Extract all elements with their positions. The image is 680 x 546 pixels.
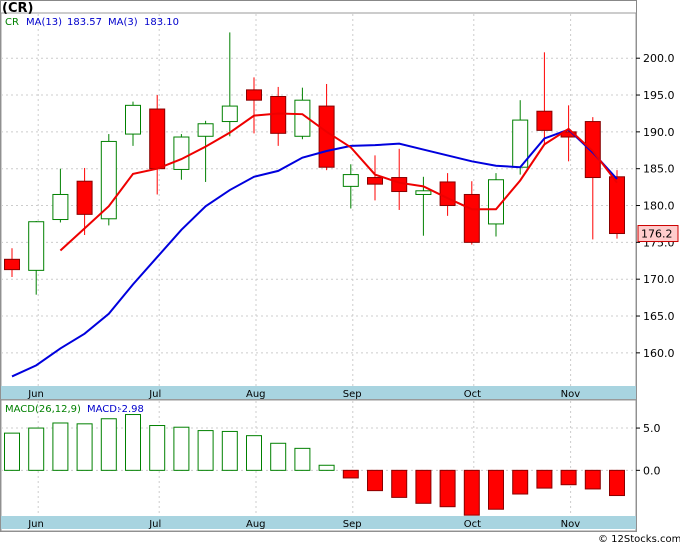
price-y-tick-label: 185.0 bbox=[643, 163, 675, 176]
price-x-tick-label: Jul bbox=[148, 389, 161, 400]
legend-ma3-label: MA(3) bbox=[108, 17, 138, 28]
price-panel: 160.0165.0170.0175.0180.0185.0190.0195.0… bbox=[0, 12, 679, 400]
macd-legend-label: MACD(26,12,9) bbox=[5, 404, 81, 415]
macd-y-tick-label: 5.0 bbox=[643, 422, 661, 435]
macd-bar bbox=[294, 447, 311, 471]
macd-bar bbox=[512, 469, 529, 495]
macd-legend: MACD(26,12,9) MACD: -2.98 bbox=[5, 404, 144, 415]
macd-x-axis: Jun Jul Aug Sep Oct Nov bbox=[27, 519, 580, 530]
macd-x-tick-label: Sep bbox=[343, 519, 362, 530]
price-x-tick-label: Jun bbox=[27, 389, 44, 400]
macd-bar bbox=[270, 442, 287, 471]
macd-bar bbox=[342, 469, 359, 479]
macd-bar bbox=[76, 423, 93, 471]
macd-bar bbox=[463, 469, 480, 516]
macd-bar bbox=[28, 427, 45, 471]
macd-plot-area bbox=[0, 399, 637, 532]
macd-bar bbox=[560, 469, 577, 486]
legend-ma3-value: 183.10 bbox=[144, 17, 179, 28]
macd-bar bbox=[52, 422, 69, 471]
macd-bar bbox=[100, 418, 117, 471]
macd-bar bbox=[536, 469, 553, 489]
price-y-axis: 160.0165.0170.0175.0180.0185.0190.0195.0… bbox=[636, 52, 675, 360]
last-price-tag: 176.2 bbox=[637, 225, 679, 243]
price-y-tick-label: 190.0 bbox=[643, 126, 675, 139]
macd-bar bbox=[246, 435, 262, 471]
price-x-tick-label: Aug bbox=[246, 389, 266, 400]
macd-y-axis: 5.0 0.0 bbox=[636, 422, 661, 477]
macd-bar bbox=[488, 469, 504, 510]
macd-legend-value: -2.98 bbox=[118, 404, 144, 415]
legend-ma13-value: 183.57 bbox=[67, 17, 102, 28]
macd-x-tick-label: Aug bbox=[246, 519, 266, 530]
candle-body bbox=[318, 105, 335, 168]
macd-bar bbox=[439, 469, 456, 508]
price-x-tick-label: Nov bbox=[561, 389, 581, 400]
price-legend: CR MA(13) 183.57 MA(3) 183.10 bbox=[5, 17, 179, 28]
macd-x-tick-label: Oct bbox=[464, 519, 481, 530]
macd-bar bbox=[367, 469, 383, 492]
macd-bar bbox=[125, 414, 141, 471]
legend-symbol: CR bbox=[5, 17, 19, 28]
price-x-tick-label: Oct bbox=[464, 389, 481, 400]
candles bbox=[4, 32, 625, 295]
price-x-axis: Jun Jul Aug Sep Oct Nov bbox=[27, 389, 580, 400]
price-y-tick-label: 170.0 bbox=[643, 273, 675, 286]
macd-x-tick-label: Jul bbox=[148, 519, 161, 530]
candle-body bbox=[367, 177, 383, 185]
price-y-tick-label: 195.0 bbox=[643, 89, 675, 102]
price-y-tick-label: 200.0 bbox=[643, 52, 675, 65]
last-price-tag-box bbox=[637, 225, 679, 243]
macd-bar bbox=[415, 469, 432, 504]
credit-text: © 12Stocks.com bbox=[598, 534, 680, 545]
candle-body bbox=[609, 176, 625, 235]
last-price-label: 176.2 bbox=[641, 228, 673, 241]
macd-bar bbox=[318, 464, 335, 471]
macd-panel: 5.0 0.0 Jun Jul Aug Sep Oct Nov MACD(26,12,9) … bbox=[0, 399, 661, 532]
candle-body bbox=[100, 140, 117, 220]
candle-body bbox=[584, 121, 601, 179]
price-y-tick-label: 165.0 bbox=[643, 310, 675, 323]
price-x-tick-label: Sep bbox=[343, 389, 362, 400]
macd-bar bbox=[609, 469, 625, 497]
ma3-line bbox=[59, 112, 618, 252]
candle-body bbox=[415, 190, 432, 195]
price-y-tick-label: 180.0 bbox=[643, 200, 675, 213]
macd-bar bbox=[221, 430, 238, 471]
chart-title: (CR) bbox=[2, 1, 33, 16]
candle-body bbox=[173, 136, 190, 170]
macd-bar bbox=[197, 430, 214, 471]
candle-body bbox=[149, 108, 166, 170]
candle-body bbox=[76, 180, 93, 215]
candle-body bbox=[52, 193, 69, 221]
macd-bars bbox=[4, 414, 625, 516]
macd-bar bbox=[173, 426, 190, 471]
candle-body bbox=[4, 258, 20, 271]
candle-body bbox=[439, 181, 456, 207]
macd-bar bbox=[391, 469, 408, 498]
candle-body bbox=[536, 110, 553, 131]
ma13-line bbox=[11, 128, 618, 378]
candle-body bbox=[125, 104, 141, 135]
candle-body bbox=[246, 89, 262, 101]
macd-x-axis-band bbox=[1, 516, 636, 529]
macd-bar bbox=[4, 432, 20, 471]
candle-body bbox=[294, 99, 311, 137]
legend-ma13-label: MA(13) bbox=[26, 17, 62, 28]
macd-bar bbox=[584, 469, 601, 490]
macd-x-tick-label: Nov bbox=[561, 519, 581, 530]
macd-x-tick-label: Jun bbox=[27, 519, 44, 530]
candle-body bbox=[221, 105, 238, 123]
candle-body bbox=[463, 193, 480, 243]
macd-bar bbox=[149, 425, 166, 471]
candle-body bbox=[28, 221, 45, 271]
candle-body bbox=[197, 123, 214, 137]
price-x-axis-band bbox=[1, 386, 636, 399]
price-y-tick-label: 160.0 bbox=[643, 347, 675, 360]
macd-legend-value-label: MACD: bbox=[87, 404, 120, 415]
macd-y-tick-label: 0.0 bbox=[643, 464, 661, 477]
candle-body bbox=[342, 174, 359, 187]
candle-body bbox=[391, 177, 408, 193]
